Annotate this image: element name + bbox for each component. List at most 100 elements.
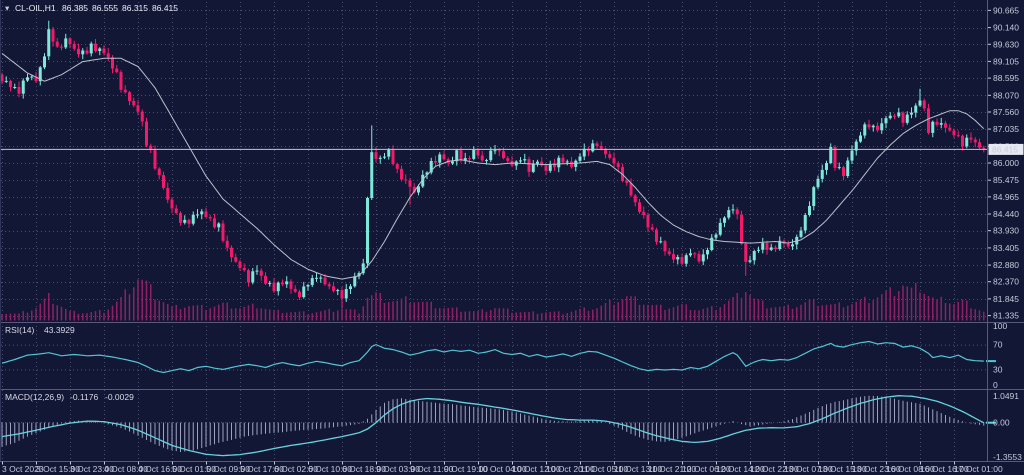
rsi-value: 43.3929 — [44, 325, 75, 335]
candle — [361, 258, 365, 275]
candle — [616, 161, 620, 172]
price-axis-label: 85.475 — [993, 175, 1019, 185]
candle — [391, 145, 395, 166]
quote-close: 86.415 — [152, 3, 178, 13]
rsi-axis-label: 0 — [993, 380, 998, 390]
time-axis-label: 11 Oct 13:00 — [614, 464, 662, 474]
macd-signal-value: -0.0029 — [105, 392, 134, 402]
candle — [145, 117, 148, 147]
candle — [434, 155, 437, 167]
macd-main-value: -0.1176 — [70, 392, 98, 402]
macd-axis-label: 1.0491 — [993, 391, 1019, 401]
candle — [115, 64, 119, 74]
candle — [650, 223, 654, 231]
symbol-timeframe-label: CL-OIL,H1 — [15, 3, 56, 13]
price-axis-label: 81.845 — [993, 294, 1019, 304]
candle — [765, 240, 769, 255]
time-axis-label: 5 Oct 01:00 — [172, 464, 216, 474]
candle — [769, 243, 773, 252]
quote-low: 86.315 — [122, 3, 148, 13]
macd-axis-label: 0.00 — [993, 418, 1010, 428]
candle — [38, 66, 42, 86]
time-axis-label: 12 Oct 14:00 — [716, 464, 765, 474]
candle — [387, 148, 391, 160]
candle — [140, 109, 144, 127]
candle — [740, 210, 743, 246]
time-axis-label: 5 Oct 09:00 — [206, 464, 250, 474]
candle — [162, 171, 165, 190]
time-axis-label: 10 Oct 04:00 — [478, 464, 527, 474]
candle — [655, 227, 658, 245]
candle — [863, 122, 867, 139]
candle — [744, 241, 748, 276]
moving-average-line — [1, 53, 985, 280]
candle — [833, 145, 837, 171]
candle — [523, 153, 527, 164]
macd-label: MACD(12,26,9) -0.1176 -0.0029 — [5, 392, 134, 402]
candle — [684, 253, 688, 267]
candle — [281, 279, 284, 287]
candle — [272, 278, 276, 293]
time-axis-label: 3 Oct 23:00 — [70, 464, 114, 474]
candle — [829, 143, 833, 165]
candle — [948, 124, 952, 132]
candle — [544, 164, 548, 176]
candle — [973, 137, 977, 148]
candle — [735, 207, 739, 220]
candle — [340, 286, 344, 309]
candle — [191, 211, 195, 226]
candle — [561, 154, 565, 164]
candle — [238, 259, 242, 271]
candle — [825, 160, 828, 175]
candle — [536, 159, 539, 167]
candle — [565, 159, 569, 166]
candle — [952, 128, 956, 139]
time-axis-label: 13 Oct 07:00 — [784, 464, 833, 474]
candle — [642, 206, 646, 219]
price-axis-label: 90.140 — [993, 23, 1019, 33]
candle — [255, 265, 259, 275]
candle — [315, 272, 318, 282]
candle — [157, 167, 161, 180]
time-axis-label: 11 Oct 21:00 — [648, 464, 696, 474]
candle — [867, 119, 871, 129]
candle — [370, 125, 374, 200]
current-price-label: 86.415 — [992, 144, 1018, 154]
candle — [582, 143, 586, 161]
candle — [332, 281, 335, 293]
candle — [786, 240, 790, 249]
candle — [400, 165, 403, 182]
rsi-indicator-panel[interactable] — [1, 340, 996, 374]
price-axis[interactable]: 90.665 90.140 89.630 89.105 88.595 88.070 87.5… — [988, 5, 1024, 462]
candle — [689, 248, 692, 257]
candle — [935, 118, 939, 127]
candle — [701, 249, 705, 266]
price-axis-label: 83.405 — [993, 243, 1019, 253]
candle — [302, 281, 306, 299]
macd-indicator-panel[interactable] — [1, 395, 996, 457]
candle — [727, 206, 731, 220]
candle — [395, 162, 399, 174]
candle — [731, 204, 735, 214]
candle — [259, 268, 263, 281]
candle — [149, 143, 153, 153]
candle — [595, 141, 599, 149]
rsi-label: RSI(14) 43.3929 — [5, 325, 75, 335]
candle — [718, 218, 722, 237]
candle — [897, 107, 901, 118]
candle — [837, 162, 841, 170]
candle — [629, 178, 633, 197]
chart-symbol-icon[interactable]: ▾ — [5, 3, 10, 13]
candle — [60, 44, 63, 51]
candle — [468, 155, 471, 164]
candle — [714, 232, 718, 241]
candle — [808, 201, 811, 217]
candle — [799, 226, 803, 239]
price-axis-label: 89.630 — [993, 39, 1019, 49]
candle — [672, 248, 675, 264]
candle — [854, 139, 858, 156]
time-axis-label: 12 Oct 22:00 — [750, 464, 799, 474]
